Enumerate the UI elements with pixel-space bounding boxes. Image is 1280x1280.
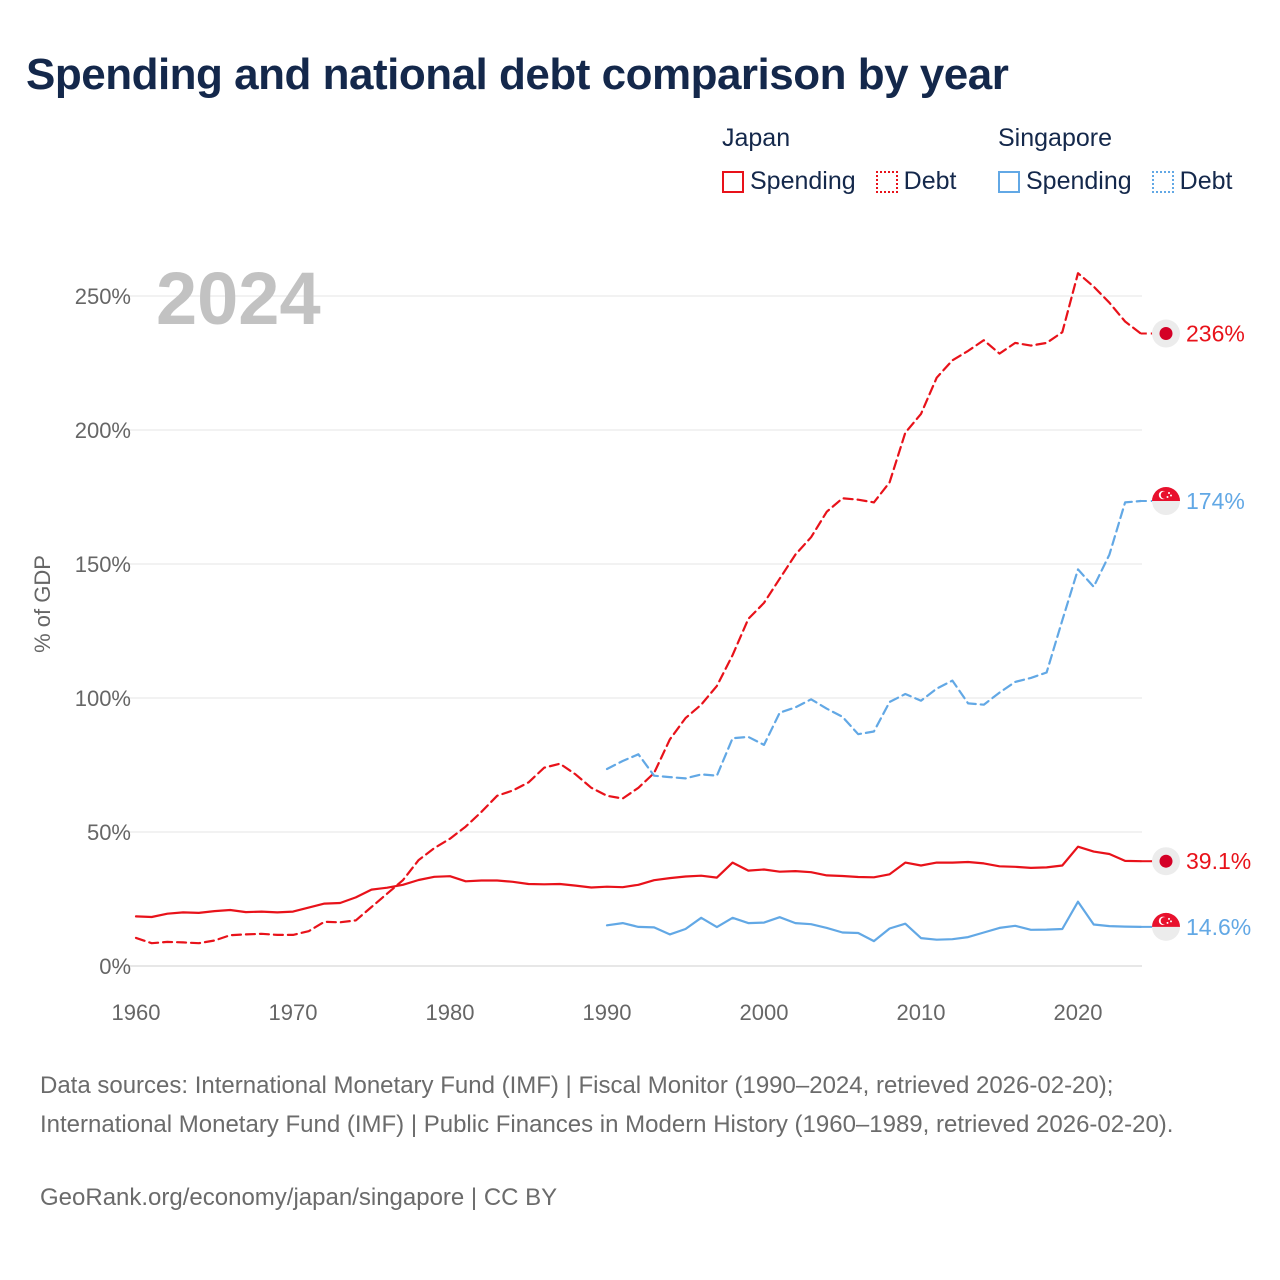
credit-link[interactable]: GeoRank.org/economy/japan/singapore | CC…	[40, 1184, 558, 1211]
series-end-label: 14.6%	[1186, 914, 1251, 940]
series-end-label: 236%	[1186, 321, 1245, 347]
grid-lines	[128, 295, 1142, 967]
legend-singapore-debt-label[interactable]: Debt	[1179, 167, 1233, 195]
x-axis-ticks: 1960 1970 1980 1990 2000 2010 2020	[112, 1000, 1103, 1025]
y-tick-label: 200%	[75, 418, 131, 443]
x-tick-label: 2010	[897, 1000, 946, 1025]
legend-japan-debt-swatch[interactable]	[875, 170, 898, 193]
year-label: 2024	[156, 257, 321, 340]
singapore-flag-icon	[1152, 487, 1181, 516]
series-line-japan-spending[interactable]	[134, 845, 1142, 919]
legend-japan-debt-label[interactable]: Debt	[903, 167, 957, 195]
line-chart: 2024 % of GDP 0% 50% 100% 150% 200% 250% 1960…	[30, 257, 1251, 1025]
series-end-label: 39.1%	[1186, 848, 1251, 874]
x-tick-label: 2020	[1054, 1000, 1103, 1025]
data-sources: Data sources: International Monetary Fun…	[40, 1072, 1174, 1138]
y-axis-ticks: 0% 50% 100% 150% 200% 250%	[75, 284, 131, 979]
y-axis-label: % of GDP	[30, 555, 55, 653]
series-lines	[134, 272, 1142, 945]
japan-flag-icon	[1152, 319, 1180, 348]
series-line-japan-debt[interactable]	[134, 272, 1142, 945]
legend-japan-title: Japan	[722, 124, 791, 152]
legend-singapore-debt-swatch[interactable]	[1151, 170, 1174, 193]
legend-singapore-spending-label[interactable]: Spending	[1026, 167, 1132, 195]
series-end-label: 174%	[1186, 488, 1245, 514]
series-line-singapore-debt[interactable]	[605, 499, 1142, 780]
legend-japan-spending-label[interactable]: Spending	[750, 167, 856, 195]
x-tick-label: 2000	[740, 1000, 789, 1025]
series-line-singapore-spending[interactable]	[605, 900, 1142, 943]
legend-singapore-title: Singapore	[998, 124, 1112, 152]
japan-flag-icon	[1152, 847, 1180, 876]
x-tick-label: 1990	[583, 1000, 632, 1025]
legend-japan-spending-swatch[interactable]	[722, 170, 744, 193]
legend-singapore: Singapore Spending Debt	[998, 124, 1232, 196]
x-tick-label: 1960	[112, 1000, 161, 1025]
singapore-flag-icon	[1152, 912, 1181, 941]
legend-japan: Japan Spending Debt	[722, 124, 976, 196]
y-tick-label: 50%	[87, 820, 131, 845]
x-tick-label: 1970	[269, 1000, 318, 1025]
legend-singapore-spending-swatch[interactable]	[998, 170, 1020, 193]
y-tick-label: 250%	[75, 284, 131, 309]
chart-title: Spending and national debt comparison by…	[26, 50, 1009, 99]
y-tick-label: 100%	[75, 686, 131, 711]
y-tick-label: 150%	[75, 552, 131, 577]
x-tick-label: 1980	[426, 1000, 475, 1025]
series-end-markers: 236% 39.1% 174% 14.6%	[1140, 319, 1251, 941]
y-tick-label: 0%	[99, 954, 131, 979]
